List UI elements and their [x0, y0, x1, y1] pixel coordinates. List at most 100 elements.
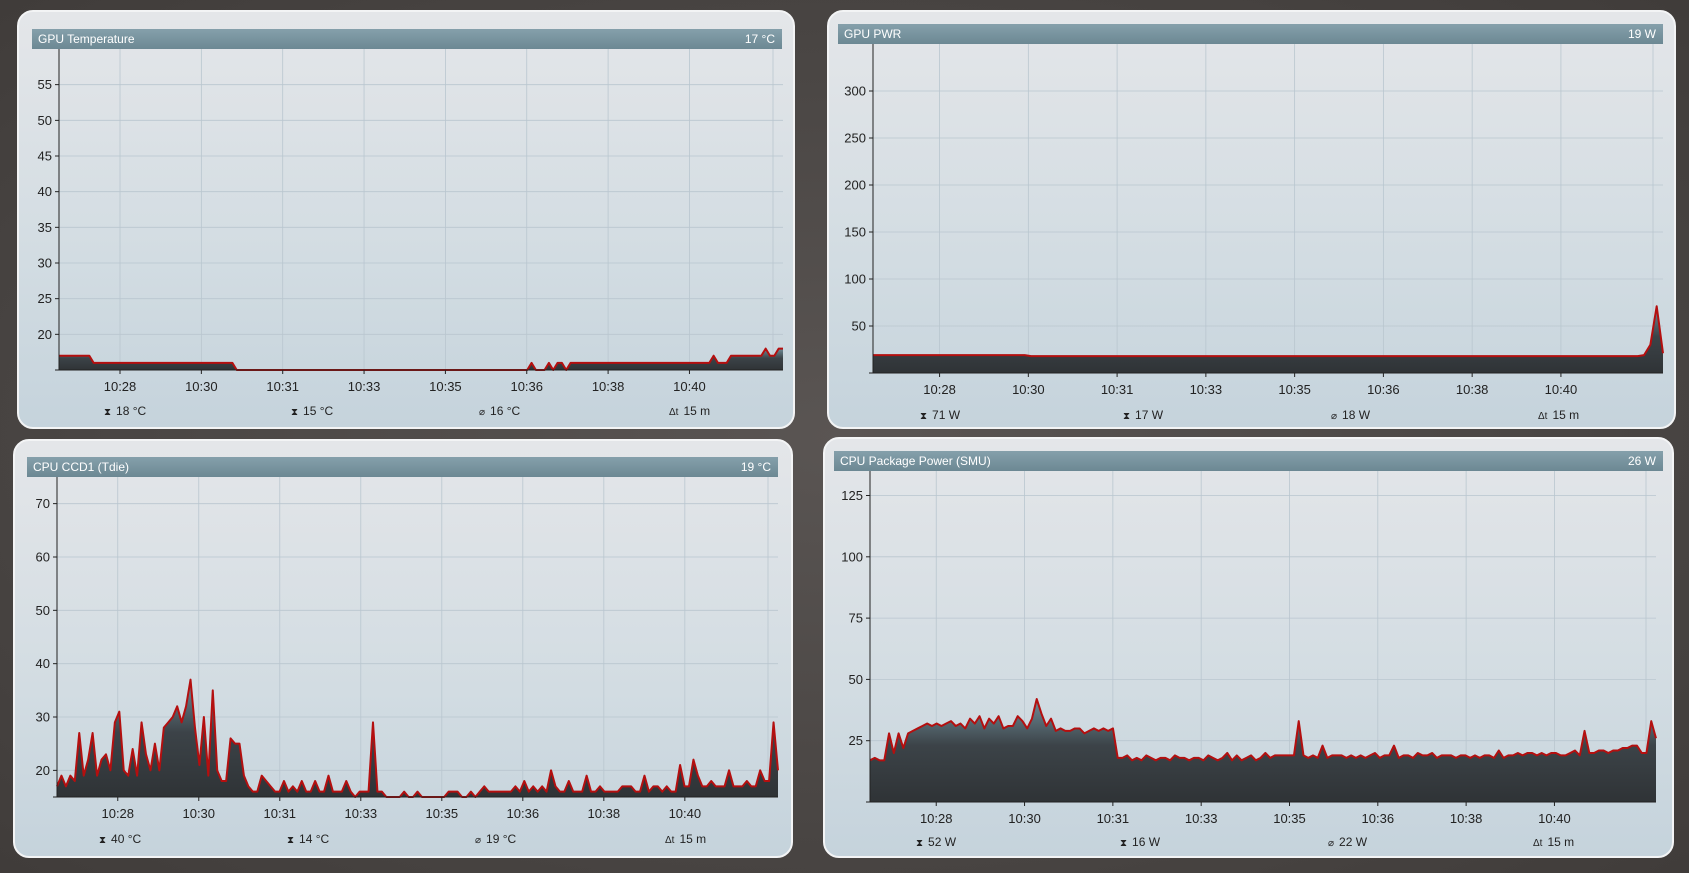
avg-stat: ⌀ 18 W: [1331, 408, 1370, 422]
x-tick-label: 10:31: [266, 379, 299, 394]
y-tick-label: 300: [844, 84, 866, 99]
y-tick-label: 125: [841, 488, 863, 503]
x-tick-label: 10:38: [588, 806, 621, 821]
avg-icon: ⌀: [475, 835, 482, 846]
min-stat: ⧗ 17 W: [1123, 408, 1163, 422]
current-value: 26 W: [1627, 454, 1656, 468]
gpu-pwr-panel: GPU PWR 19 W 50 100 150 200 250 300 10:28 10:30…: [827, 10, 1676, 429]
x-tick-label: 10:33: [345, 806, 378, 821]
y-tick-label: 50: [849, 672, 863, 687]
stats-footer: ⧗ 40 °C ⧗ 14 °C ⌀ 19 °C Δt 15 m: [15, 832, 791, 850]
panel-header: GPU Temperature 17 °C: [32, 29, 782, 49]
y-tick-label: 20: [36, 763, 50, 778]
y-tick-label: 35: [38, 220, 52, 235]
delta-time-icon: Δt: [1533, 838, 1543, 849]
min-icon: ⧗: [287, 835, 295, 846]
min-icon: ⧗: [291, 407, 299, 418]
max-icon: ⧗: [99, 835, 107, 846]
x-tick-label: 10:30: [1008, 811, 1041, 826]
y-tick-label: 75: [849, 611, 863, 626]
x-tick-label: 10:35: [429, 379, 462, 394]
cpu-ccd1-panel: CPU CCD1 (Tdie) 19 °C 20 30 40 50 60 70 10:28 1…: [13, 439, 793, 858]
x-tick-label: 10:36: [1362, 811, 1395, 826]
avg-value: 22 W: [1339, 835, 1368, 849]
delta-time-icon: Δt: [665, 835, 675, 846]
panel-title: GPU Temperature: [38, 32, 135, 46]
stats-footer: ⧗ 71 W ⧗ 17 W ⌀ 18 W Δt 15 m: [829, 408, 1674, 426]
span-stat: Δt 15 m: [665, 832, 706, 846]
x-tick-label: 10:28: [101, 806, 134, 821]
min-value: 14 °C: [299, 832, 330, 846]
x-tick-label: 10:40: [673, 379, 706, 394]
panel-header: GPU PWR 19 W: [838, 24, 1663, 44]
avg-stat: ⌀ 19 °C: [475, 832, 516, 846]
x-tick-label: 10:36: [1367, 382, 1400, 397]
gpu-pwr-chart: 50 100 150 200 250 300 10:28 10:30 10:31 10:33 10:…: [844, 44, 1664, 397]
max-stat: ⧗ 71 W: [920, 408, 960, 422]
cpu-package-power-chart: 25 50 75 100 125 10:28 10:30 10:31 10:33 10:35 10:…: [841, 471, 1657, 826]
x-tick-label: 10:35: [426, 806, 459, 821]
x-tick-label: 10:40: [669, 806, 702, 821]
gpu-temperature-panel: GPU Temperature 17 °C 20 25 30 35 40 45 50 55 10…: [17, 10, 795, 429]
min-icon: ⧗: [1123, 411, 1131, 422]
max-value: 71 W: [932, 408, 961, 422]
avg-icon: ⌀: [1328, 838, 1335, 849]
x-tick-label: 10:33: [348, 379, 381, 394]
min-icon: ⧗: [1120, 838, 1128, 849]
y-tick-label: 20: [38, 327, 52, 342]
x-tick-label: 10:28: [923, 382, 956, 397]
span-value: 15 m: [1547, 835, 1575, 849]
y-tick-label: 30: [38, 256, 52, 271]
x-tick-label: 10:40: [1545, 382, 1578, 397]
min-stat: ⧗ 14 °C: [287, 832, 329, 846]
cpu-package-power-panel: CPU Package Power (SMU) 26 W 25 50 75 100 12…: [823, 437, 1674, 858]
max-value: 18 °C: [116, 404, 147, 418]
series-area: [870, 699, 1656, 802]
x-tick-label: 10:40: [1538, 811, 1571, 826]
y-tick-label: 30: [36, 710, 50, 725]
delta-time-icon: Δt: [669, 407, 679, 418]
y-tick-label: 25: [849, 733, 863, 748]
x-tick-label: 10:35: [1273, 811, 1306, 826]
series-area: [873, 306, 1663, 373]
x-tick-label: 10:38: [1450, 811, 1483, 826]
y-tick-label: 40: [38, 184, 52, 199]
x-tick-label: 10:36: [507, 806, 540, 821]
series-area: [59, 348, 783, 370]
max-stat: ⧗ 40 °C: [99, 832, 141, 846]
cpu-ccd1-chart: 20 30 40 50 60 70 10:28 10:30 10:31 10:33 10:35 10:…: [36, 477, 779, 821]
x-tick-label: 10:31: [264, 806, 297, 821]
y-tick-label: 250: [844, 131, 866, 146]
gpu-temperature-chart: 20 25 30 35 40 45 50 55 10:28 10:30 10:31 10:33 10:3…: [38, 49, 783, 394]
span-value: 15 m: [1552, 408, 1580, 422]
x-tick-label: 10:38: [592, 379, 625, 394]
span-value: 15 m: [679, 832, 707, 846]
max-value: 52 W: [928, 835, 957, 849]
span-stat: Δt 15 m: [1533, 835, 1574, 849]
series-line: [56, 678, 779, 798]
min-value: 16 W: [1132, 835, 1161, 849]
y-tick-label: 55: [38, 77, 52, 92]
stats-footer: ⧗ 18 °C ⧗ 15 °C ⌀ 16 °C Δt 15 m: [19, 404, 793, 422]
max-value: 40 °C: [111, 832, 142, 846]
max-stat: ⧗ 52 W: [916, 835, 956, 849]
panel-header: CPU CCD1 (Tdie) 19 °C: [27, 457, 778, 477]
y-tick-label: 200: [844, 178, 866, 193]
series-area: [57, 679, 778, 797]
y-tick-label: 50: [852, 319, 866, 334]
panel-title: CPU CCD1 (Tdie): [33, 460, 130, 474]
y-tick-label: 60: [36, 550, 50, 565]
x-tick-label: 10:30: [182, 806, 215, 821]
x-tick-label: 10:30: [1012, 382, 1045, 397]
x-tick-label: 10:33: [1185, 811, 1218, 826]
avg-icon: ⌀: [479, 407, 486, 418]
delta-time-icon: Δt: [1538, 411, 1548, 422]
y-tick-label: 45: [38, 149, 52, 164]
avg-icon: ⌀: [1331, 411, 1338, 422]
avg-value: 16 °C: [490, 404, 521, 418]
panel-title: GPU PWR: [844, 27, 902, 41]
y-tick-label: 100: [841, 549, 863, 564]
avg-value: 19 °C: [486, 832, 517, 846]
max-icon: ⧗: [920, 411, 928, 422]
current-value: 17 °C: [744, 32, 775, 46]
